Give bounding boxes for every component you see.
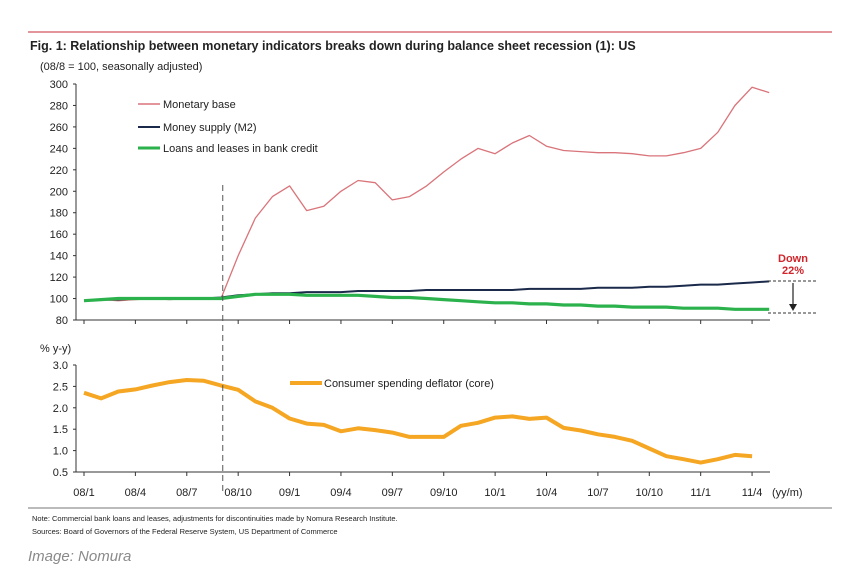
y-tick-label: 0.5 xyxy=(53,467,68,479)
bottom-y-label: % y-y) xyxy=(40,343,71,355)
legend-monetary-base: Monetary base xyxy=(163,99,236,111)
legend-bottom: Consumer spending deflator (core) xyxy=(290,378,494,390)
x-tick-label: 09/7 xyxy=(382,487,403,499)
legend-loans: Loans and leases in bank credit xyxy=(163,143,318,155)
annotation-down: Down xyxy=(778,253,808,265)
y-tick-label: 2.5 xyxy=(53,381,68,393)
series-line-2 xyxy=(83,292,770,311)
x-axis-label: (yy/m) xyxy=(772,487,803,499)
series-line-0 xyxy=(83,378,753,465)
x-tick-label: 10/4 xyxy=(536,487,557,499)
legend-top: Monetary base Money supply (M2) Loans an… xyxy=(138,99,318,155)
y-tick-label: 3.0 xyxy=(53,360,68,372)
sources-text: Sources: Board of Governors of the Feder… xyxy=(32,527,338,536)
y-tick-label: 140 xyxy=(50,251,68,263)
y-tick-label: 100 xyxy=(50,294,68,306)
y-tick-label: 240 xyxy=(50,143,68,155)
x-tick-label: 08/1 xyxy=(73,487,94,499)
x-tick-label: 08/10 xyxy=(224,487,252,499)
y-tick-label: 300 xyxy=(50,79,68,91)
x-tick-label: 08/7 xyxy=(176,487,197,499)
y-tick-label: 220 xyxy=(50,165,68,177)
x-tick-label: 11/4 xyxy=(742,487,763,499)
x-tick-label: 09/1 xyxy=(279,487,300,499)
x-tick-label: 11/1 xyxy=(690,487,711,499)
y-tick-label: 280 xyxy=(50,100,68,112)
x-tick-label: 09/10 xyxy=(430,487,458,499)
chart-title: Fig. 1: Relationship between monetary in… xyxy=(30,39,636,53)
x-tick-label: 09/4 xyxy=(330,487,351,499)
legend-deflator: Consumer spending deflator (core) xyxy=(324,378,494,390)
y-tick-label: 200 xyxy=(50,186,68,198)
x-tick-label: 08/4 xyxy=(125,487,146,499)
y-tick-label: 120 xyxy=(50,272,68,284)
y-tick-label: 2.0 xyxy=(53,403,68,415)
y-tick-label: 80 xyxy=(56,315,68,327)
legend-m2: Money supply (M2) xyxy=(163,122,257,134)
x-tick-label: 10/7 xyxy=(587,487,608,499)
top-y-label: (08/8 = 100, seasonally adjusted) xyxy=(40,61,202,73)
note-text: Note: Commercial bank loans and leases, … xyxy=(32,514,398,523)
x-tick-label: 10/10 xyxy=(636,487,664,499)
y-tick-label: 180 xyxy=(50,208,68,220)
image-credit: Image: Nomura xyxy=(28,548,132,565)
y-tick-label: 1.0 xyxy=(53,446,68,458)
x-tick-label: 10/1 xyxy=(484,487,505,499)
y-tick-label: 1.5 xyxy=(53,424,68,436)
series-line-0 xyxy=(83,86,770,302)
y-tick-label: 260 xyxy=(50,122,68,134)
down-annotation: Down 22% xyxy=(768,253,818,314)
y-tick-label: 160 xyxy=(50,229,68,241)
annotation-pct: 22% xyxy=(782,265,804,277)
arrow-head-icon xyxy=(789,304,797,311)
